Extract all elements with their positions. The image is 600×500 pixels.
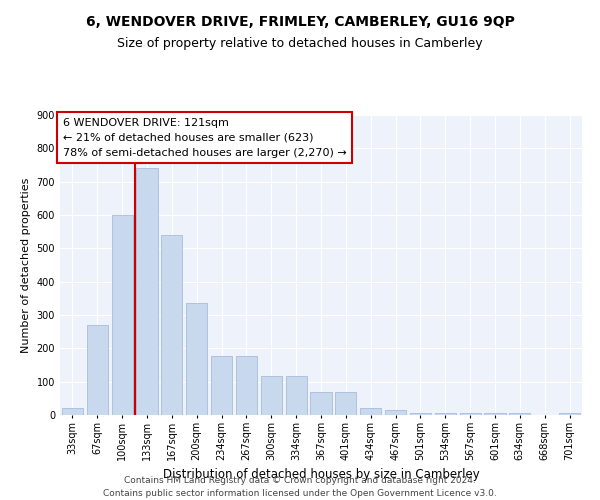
- Bar: [335, 392, 356, 415]
- Bar: [509, 414, 530, 415]
- Bar: [62, 408, 83, 415]
- Bar: [435, 412, 456, 415]
- Text: 6, WENDOVER DRIVE, FRIMLEY, CAMBERLEY, GU16 9QP: 6, WENDOVER DRIVE, FRIMLEY, CAMBERLEY, G…: [86, 15, 514, 29]
- Bar: [310, 392, 332, 415]
- Bar: [286, 376, 307, 415]
- Bar: [360, 408, 381, 415]
- Bar: [410, 412, 431, 415]
- Y-axis label: Number of detached properties: Number of detached properties: [21, 178, 31, 352]
- Bar: [484, 414, 506, 415]
- Bar: [236, 356, 257, 415]
- Bar: [460, 412, 481, 415]
- Text: 6 WENDOVER DRIVE: 121sqm
← 21% of detached houses are smaller (623)
78% of semi-: 6 WENDOVER DRIVE: 121sqm ← 21% of detach…: [62, 118, 346, 158]
- Bar: [87, 325, 108, 415]
- X-axis label: Distribution of detached houses by size in Camberley: Distribution of detached houses by size …: [163, 468, 479, 481]
- Bar: [559, 414, 580, 415]
- Text: Size of property relative to detached houses in Camberley: Size of property relative to detached ho…: [117, 38, 483, 51]
- Bar: [136, 168, 158, 415]
- Bar: [112, 215, 133, 415]
- Text: Contains HM Land Registry data © Crown copyright and database right 2024.
Contai: Contains HM Land Registry data © Crown c…: [103, 476, 497, 498]
- Bar: [161, 235, 182, 415]
- Bar: [261, 376, 282, 415]
- Bar: [186, 304, 207, 415]
- Bar: [211, 356, 232, 415]
- Bar: [385, 410, 406, 415]
